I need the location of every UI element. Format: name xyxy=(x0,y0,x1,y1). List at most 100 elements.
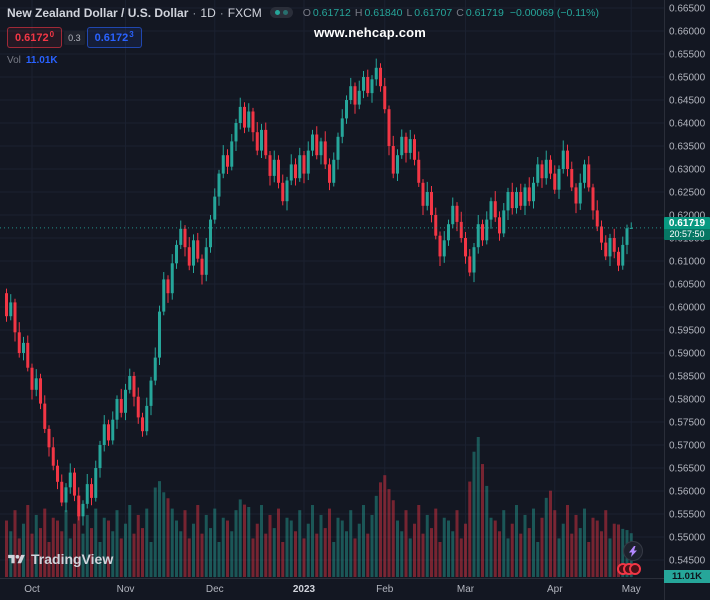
volume-bar xyxy=(374,495,378,577)
candle-body xyxy=(370,79,374,94)
candle-body xyxy=(413,139,416,160)
volume-bar xyxy=(162,492,166,577)
time-axis-label: Oct xyxy=(24,584,40,595)
price-axis-label: 0.55500 xyxy=(669,510,706,521)
exchange[interactable]: FXCM xyxy=(227,5,262,20)
candle-body xyxy=(68,472,72,488)
volume-bar xyxy=(612,523,616,577)
volume-bar xyxy=(553,510,557,577)
volume-bar xyxy=(345,531,348,577)
candle-body xyxy=(366,77,370,94)
buy-button[interactable]: 0.61723 xyxy=(86,27,142,48)
candle-body xyxy=(281,182,285,202)
candle-body xyxy=(128,376,132,390)
volume-bar xyxy=(549,490,552,577)
volume-label[interactable]: Vol xyxy=(7,55,21,66)
candle-body xyxy=(111,419,115,441)
candle-body xyxy=(115,399,119,420)
price-axis-label: 0.60000 xyxy=(669,303,706,314)
price-axis-label: 0.56000 xyxy=(669,487,706,498)
price-axis-label: 0.58000 xyxy=(669,395,706,406)
volume-bar xyxy=(472,451,476,577)
volume-bar xyxy=(442,517,446,577)
candle-body xyxy=(536,164,540,183)
candle-body xyxy=(204,247,208,275)
candle-body xyxy=(379,67,382,87)
volume-bar xyxy=(540,517,544,577)
candle-body xyxy=(251,111,255,133)
volume-bar xyxy=(489,517,493,577)
separator: · xyxy=(192,5,197,20)
candle-body xyxy=(345,100,348,119)
spread-value: 0.3 xyxy=(64,30,85,45)
volume-bar xyxy=(451,531,455,577)
lightning-button[interactable] xyxy=(623,541,643,561)
volume-bar xyxy=(536,542,540,577)
volume-bar xyxy=(617,524,620,577)
candle-body xyxy=(47,428,51,448)
high-value: 0.61840 xyxy=(364,6,403,19)
volume-bar xyxy=(600,531,603,577)
volume-bar xyxy=(400,531,404,577)
volume-bar xyxy=(107,520,110,577)
volume-bar xyxy=(85,514,89,577)
candle-body xyxy=(17,332,21,353)
candle-body xyxy=(417,159,421,183)
volume-bar xyxy=(255,523,259,577)
candle-body xyxy=(43,403,47,429)
price-axis[interactable] xyxy=(664,0,710,600)
candle-body xyxy=(357,90,361,105)
volume-bar xyxy=(387,489,391,577)
candle-body xyxy=(447,224,450,241)
candle-body xyxy=(319,141,323,156)
candle-body xyxy=(362,77,365,91)
candle-body xyxy=(553,173,557,190)
candle-body xyxy=(595,210,599,227)
volume-bar xyxy=(247,507,251,577)
volume-bar xyxy=(56,520,59,577)
low-value: 0.61707 xyxy=(414,6,453,19)
candle-body xyxy=(289,164,293,181)
watermark-text: www.nehcap.com xyxy=(313,25,427,40)
tradingview-logo-text: TradingView xyxy=(31,551,114,567)
time-axis-label: Feb xyxy=(376,584,394,595)
volume-bar xyxy=(39,528,42,577)
candle-body xyxy=(336,136,340,160)
timeframe[interactable]: 1D xyxy=(200,5,216,20)
volume-indicator-row: Vol 11.01K xyxy=(7,55,599,66)
status-dot-icon xyxy=(274,10,280,15)
candle-body xyxy=(34,378,38,390)
candle-body xyxy=(179,228,183,245)
volume-bar xyxy=(119,538,123,577)
coins-button[interactable] xyxy=(617,563,641,575)
volume-bar xyxy=(421,533,425,577)
volume-bar xyxy=(94,508,98,577)
tradingview-logo[interactable]: TradingView xyxy=(8,551,113,567)
candle-body xyxy=(30,367,34,390)
status-pill[interactable] xyxy=(269,7,293,18)
candle-body xyxy=(230,141,234,167)
sell-pip-digit: 0 xyxy=(49,30,55,39)
candle-body xyxy=(438,235,442,257)
candle-body xyxy=(166,279,170,294)
volume-bar xyxy=(43,508,47,577)
volume-bar xyxy=(217,542,221,577)
volume-bar xyxy=(111,531,115,577)
candle-body xyxy=(600,226,603,243)
time-axis[interactable] xyxy=(0,578,664,600)
volume-bar xyxy=(234,510,238,577)
volume-bar xyxy=(583,508,586,577)
symbol-title[interactable]: New Zealand Dollar / U.S. Dollar xyxy=(7,5,189,20)
volume-bar xyxy=(272,528,276,577)
candle-body xyxy=(468,256,472,273)
candle-body xyxy=(277,159,280,183)
candle-body xyxy=(498,217,501,234)
candle-body xyxy=(192,240,195,266)
candle-body xyxy=(566,150,569,169)
time-axis-label: May xyxy=(622,584,641,595)
volume-bar xyxy=(5,520,8,577)
price-axis-label: 0.66000 xyxy=(669,27,706,38)
candle-body xyxy=(506,192,510,211)
sell-button[interactable]: 0.61720 xyxy=(7,27,63,48)
